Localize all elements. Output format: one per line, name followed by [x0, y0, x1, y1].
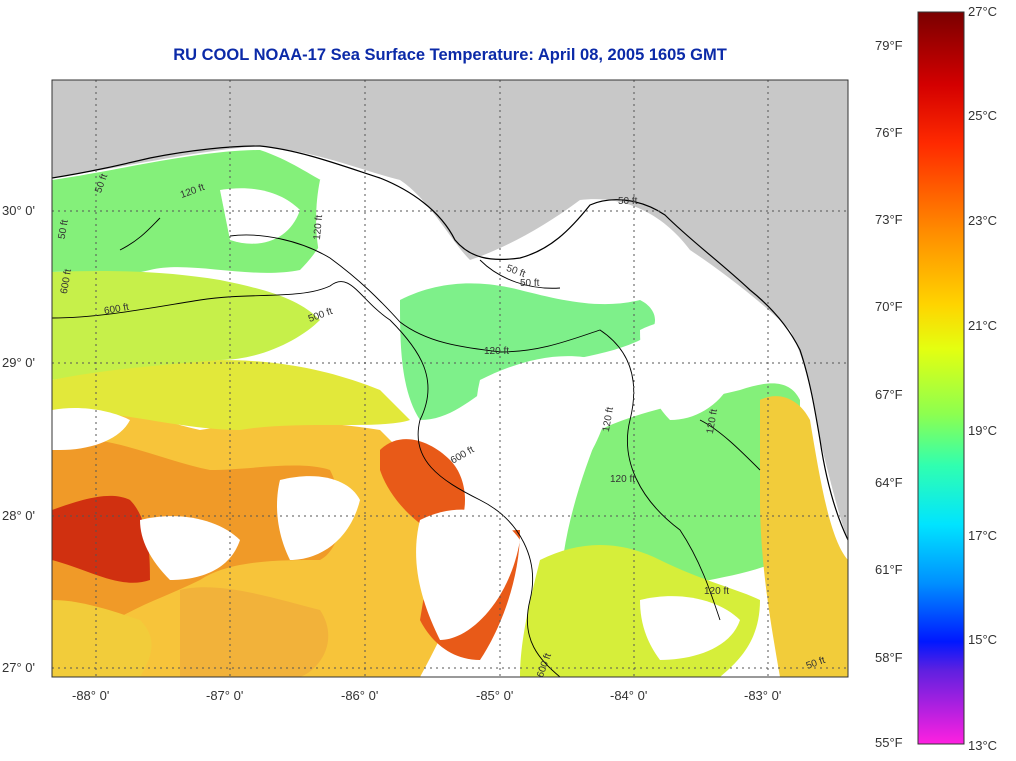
colorbar-f-label: 61°F	[875, 562, 903, 577]
colorbar-f-label: 79°F	[875, 38, 903, 53]
latitude-label: 28° 0'	[2, 508, 35, 523]
longitude-label: -86° 0'	[341, 688, 379, 703]
contour-label: 50 ft	[520, 278, 540, 289]
colorbar-c-label: 15°C	[968, 632, 998, 647]
contour-label: 120 ft	[311, 214, 326, 241]
colorbar-f-label: 67°F	[875, 387, 903, 402]
contour-label: 120 ft	[484, 346, 510, 357]
contour-label: 120 ft	[704, 586, 730, 597]
colorbar-f-label: 55°F	[875, 735, 903, 750]
colorbar-f-label: 58°F	[875, 650, 903, 665]
coastline	[52, 145, 848, 541]
map-title: RU COOL NOAA-17 Sea Surface Temperature:…	[173, 46, 727, 64]
colorbar-c-label: 25°C	[968, 108, 998, 123]
longitude-label: -88° 0'	[72, 688, 110, 703]
colorbar-f-label: 76°F	[875, 125, 903, 140]
contour-label: 120 ft	[610, 474, 636, 485]
latitude-label: 29° 0'	[2, 355, 35, 370]
contour-label: 50 ft	[618, 196, 638, 207]
longitude-label: -85° 0'	[476, 688, 514, 703]
colorbar-c-label: 23°C	[968, 213, 998, 228]
colorbar-c-label: 27°C	[968, 4, 998, 19]
colorbar-c-label: 19°C	[968, 423, 998, 438]
colorbar-f-label: 73°F	[875, 212, 903, 227]
latitude-label: 30° 0'	[2, 203, 35, 218]
latitude-label: 27° 0'	[2, 660, 35, 675]
colorbar	[917, 11, 965, 745]
longitude-label: -84° 0'	[610, 688, 648, 703]
longitude-label: -87° 0'	[206, 688, 244, 703]
colorbar-c-label: 21°C	[968, 318, 998, 333]
colorbar-f-label: 70°F	[875, 299, 903, 314]
colorbar-c-label: 13°C	[968, 738, 998, 753]
colorbar-c-label: 17°C	[968, 528, 998, 543]
longitude-label: -83° 0'	[744, 688, 782, 703]
colorbar-f-label: 64°F	[875, 475, 903, 490]
